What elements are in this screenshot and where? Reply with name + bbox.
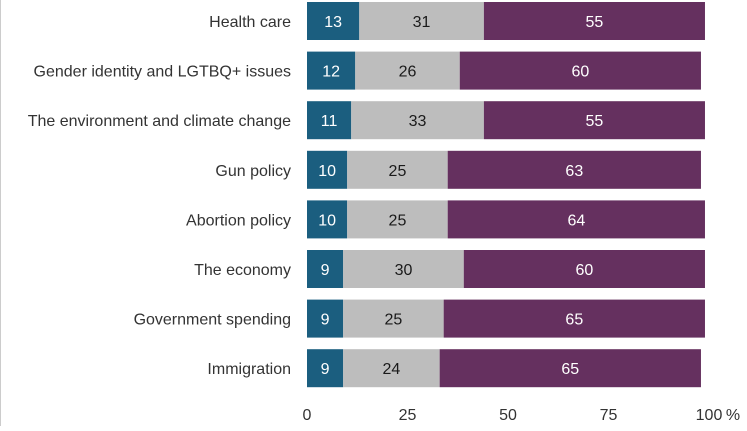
data-label: 25 <box>389 163 407 180</box>
bar-segment-1 <box>307 101 352 140</box>
category-label: Immigration <box>207 361 291 378</box>
bar-segment-3 <box>483 101 705 140</box>
bar-segment-2 <box>347 150 448 189</box>
bar-row: 12 26 60 <box>307 51 701 90</box>
category-label: The economy <box>194 262 291 279</box>
category-labels: Health care Gender identity and LGTBQ+ is… <box>28 14 291 378</box>
bar-segment-1 <box>307 150 348 189</box>
bar-segment-2 <box>351 101 484 140</box>
x-tick-label: 100 <box>696 407 723 424</box>
bar-segment-2 <box>343 250 464 288</box>
category-label: Government spending <box>134 312 291 329</box>
x-unit-label: % <box>726 407 740 424</box>
bar-segment-3 <box>447 150 701 189</box>
data-label: 60 <box>571 64 589 81</box>
data-label: 31 <box>413 14 431 31</box>
bar-segment-2 <box>343 299 444 338</box>
x-tick-label: 25 <box>399 407 417 424</box>
data-label: 33 <box>409 113 427 130</box>
bar-segment-3 <box>483 2 705 40</box>
data-label: 25 <box>389 212 407 229</box>
category-label: Abortion policy <box>186 212 291 229</box>
bar-segment-3 <box>459 51 701 90</box>
bar-row: 10 25 64 <box>307 200 705 239</box>
data-label: 13 <box>324 14 342 31</box>
data-label: 10 <box>318 212 336 229</box>
data-label: 63 <box>565 163 583 180</box>
x-tick-label: 0 <box>303 407 312 424</box>
bar-segment-3 <box>443 299 705 338</box>
data-label: 55 <box>586 113 604 130</box>
bars-layer: 13 31 55 12 26 60 11 33 55 10 25 63 10 25 64 9 30 60 9 25 65… <box>307 2 705 388</box>
data-label: 9 <box>321 312 330 329</box>
bar-row: 13 31 55 <box>307 2 705 40</box>
bar-segment-1 <box>307 51 356 90</box>
data-label: 30 <box>395 262 413 279</box>
bar-row: 11 33 55 <box>307 101 705 140</box>
bar-segment-3 <box>439 349 701 388</box>
bar-row: 10 25 63 <box>307 150 701 189</box>
x-tick-label: 75 <box>600 407 618 424</box>
bar-row: 9 30 60 <box>307 250 705 288</box>
bar-segment-2 <box>355 51 460 90</box>
bar-segment-1 <box>307 349 344 388</box>
category-label: The environment and climate change <box>28 113 291 130</box>
x-axis: 0 25 50 75 100% <box>0 0 740 426</box>
bar-segment-3 <box>447 200 705 239</box>
bar-segment-2 <box>343 349 440 388</box>
data-label: 26 <box>399 64 417 81</box>
x-tick-label: 50 <box>499 407 517 424</box>
data-label: 9 <box>321 361 330 378</box>
category-label: Gun policy <box>215 163 291 180</box>
data-label: 60 <box>575 262 593 279</box>
category-label: Gender identity and LGTBQ+ issues <box>34 64 291 81</box>
bar-segment-2 <box>347 200 448 239</box>
data-label: 64 <box>567 212 585 229</box>
data-label: 25 <box>385 312 403 329</box>
bar-segment-2 <box>359 2 484 40</box>
data-label: 65 <box>565 312 583 329</box>
data-label: 9 <box>321 262 330 279</box>
bar-segment-1 <box>307 2 360 40</box>
data-label: 11 <box>321 113 338 130</box>
data-label: 55 <box>586 14 604 31</box>
category-label: Health care <box>209 14 291 31</box>
bar-segment-1 <box>307 250 344 288</box>
bar-segment-1 <box>307 200 348 239</box>
bar-segment-1 <box>307 299 344 338</box>
bar-row: 9 25 65 <box>307 299 705 338</box>
bar-row: 9 24 65 <box>307 349 701 388</box>
data-label: 10 <box>318 163 336 180</box>
data-label: 65 <box>561 361 579 378</box>
bar-segment-3 <box>463 250 705 288</box>
data-label: 12 <box>322 64 340 81</box>
data-label: 24 <box>383 361 401 378</box>
